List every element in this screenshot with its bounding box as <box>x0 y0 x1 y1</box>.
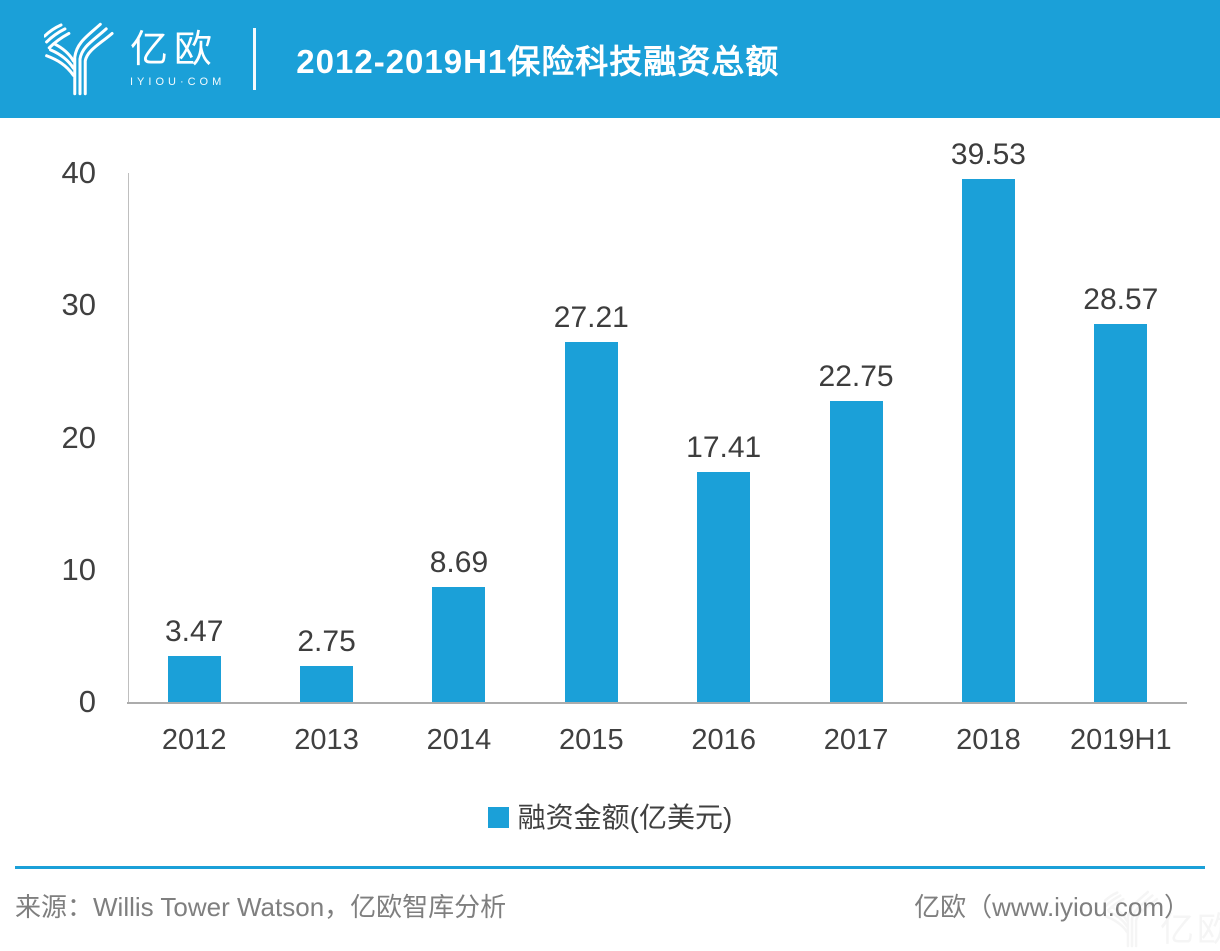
bar-value-2013: 2.75 <box>297 624 356 658</box>
logo-subtext: IYIOU·COM <box>130 76 226 88</box>
iyiou-logo: 亿欧 IYIOU·COM <box>44 16 225 102</box>
iyiou-branch-icon <box>44 22 114 96</box>
bar-value-2018: 39.53 <box>950 138 1026 172</box>
legend-swatch <box>487 806 509 828</box>
bar-2014 <box>432 587 486 702</box>
iyiou-watermark-icon <box>1104 890 1159 948</box>
x-tick-label-2016: 2016 <box>691 724 756 756</box>
page-title: 2012-2019H1保险科技融资总额 <box>296 43 780 80</box>
footer: 来源：Willis Tower Watson，亿欧智库分析 亿欧（www.iyi… <box>0 866 1220 949</box>
x-tick-label-2019H1: 2019H1 <box>1070 724 1172 756</box>
bar-value-2014: 8.69 <box>429 546 489 580</box>
y-axis-line <box>128 173 129 703</box>
x-tick-label-2015: 2015 <box>559 724 624 756</box>
bar-value-2019H1: 28.57 <box>1083 283 1159 317</box>
legend: 融资金额(亿美元) <box>0 800 1220 833</box>
footer-row: 来源：Willis Tower Watson，亿欧智库分析 亿欧（www.iyi… <box>15 890 1190 924</box>
bar-chart: 融资金额(亿美元) 0 10 20 30 40 3.47 2012 2.75 2013 8.69 2… <box>0 118 1220 866</box>
y-tick-label-20: 20 <box>61 419 96 455</box>
header-banner: 亿欧 IYIOU·COM 2012-2019H1保险科技融资总额 <box>0 0 1220 118</box>
x-tick-label-2012: 2012 <box>161 724 227 756</box>
bar-value-2012: 3.47 <box>164 615 224 649</box>
credit-text: 亿欧（www.iyiou.com） <box>914 892 1190 922</box>
x-axis-line <box>127 702 1187 704</box>
y-tick-label-10: 10 <box>61 551 96 587</box>
bar-2016 <box>697 471 751 702</box>
bar-2019H1 <box>1094 324 1148 702</box>
bar-2012 <box>167 656 221 702</box>
bar-value-2016: 17.41 <box>686 430 762 464</box>
x-tick-label-2017: 2017 <box>823 724 889 756</box>
bar-value-2015: 27.21 <box>553 301 629 335</box>
legend-label: 融资金额(亿美元) <box>517 802 733 833</box>
source-text: 来源：Willis Tower Watson，亿欧智库分析 <box>15 892 507 922</box>
y-tick-label-0: 0 <box>78 684 96 719</box>
y-tick-label-30: 30 <box>61 287 96 323</box>
header-divider <box>253 28 257 90</box>
x-tick-label-2018: 2018 <box>956 724 1021 756</box>
y-tick-label-40: 40 <box>61 155 96 190</box>
x-tick-label-2014: 2014 <box>426 724 492 756</box>
bar-2013 <box>300 665 354 702</box>
bar-2015 <box>564 342 618 702</box>
logo-wordmark: 亿欧 <box>130 29 219 71</box>
footer-divider <box>15 866 1205 869</box>
logo-text: 亿欧 IYIOU·COM <box>130 30 225 88</box>
bar-2018 <box>961 179 1015 702</box>
bar-value-2017: 22.75 <box>818 360 894 394</box>
bar-2017 <box>829 401 883 702</box>
x-tick-label-2013: 2013 <box>294 724 359 756</box>
